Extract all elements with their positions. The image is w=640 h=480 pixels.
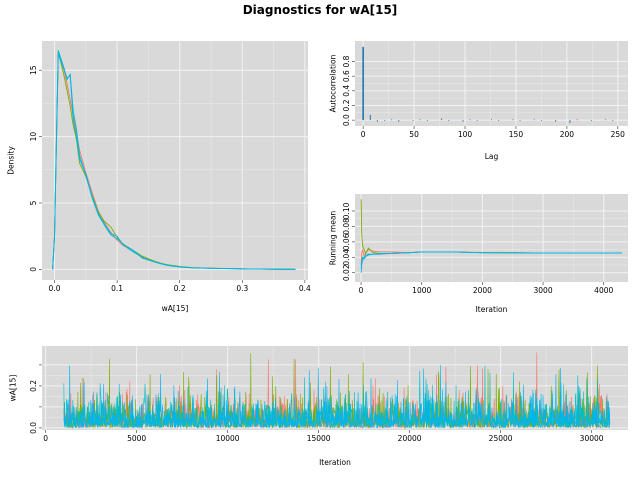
trace-panel: 0 5000 10000 15000 20000 25000 30000 0.0 0.2 Iter… — [9, 346, 628, 467]
x-axis-title: Iteration — [476, 305, 508, 314]
y-tick-label: 15 — [29, 65, 38, 75]
x-axis-title: wA[15] — [162, 304, 189, 313]
y-tick-label: 0.4 — [342, 85, 351, 97]
x-tick-label: 10000 — [216, 434, 240, 443]
x-tick-label: 0.1 — [111, 284, 123, 293]
figure-title: Diagnostics for wA[15] — [243, 3, 398, 17]
plot-area — [360, 199, 622, 273]
y-tick-label: 0.10 — [342, 202, 351, 219]
y-tick-label: 0.02 — [342, 264, 351, 281]
x-tick-label: 5000 — [127, 434, 146, 443]
x-tick-label: 100 — [458, 130, 473, 139]
y-tick-label: 0.06 — [342, 233, 351, 250]
x-tick-label: 1000 — [412, 286, 431, 295]
autocorrelation-panel: 0 50 100 150 200 250 0.0 0.2 0.4 0.6 0.8 Lag Autocor… — [329, 41, 628, 161]
running-mean-panel: 0 1000 2000 3000 4000 0.020.040.060.080.10 Ite… — [329, 194, 628, 314]
x-tick-label: 0.4 — [299, 284, 311, 293]
x-tick-label: 2000 — [473, 286, 492, 295]
plot-area — [362, 46, 614, 124]
plot-background — [355, 194, 628, 282]
running-mean-line-chain-4 — [360, 251, 622, 269]
y-axis-title: wA[15] — [9, 375, 18, 402]
x-tick-label: 15000 — [307, 434, 331, 443]
y-axis-title: Running mean — [329, 211, 338, 266]
y-tick-label: 10 — [29, 132, 38, 142]
y-tick-label: 0.08 — [342, 218, 351, 235]
plot-area — [63, 352, 611, 430]
y-tick-label: 0.6 — [342, 70, 351, 82]
y-tick-label: 0 — [29, 267, 38, 272]
y-axis-title: Density — [7, 146, 16, 175]
y-tick-label: 0.8 — [342, 55, 351, 67]
x-tick-label: 50 — [409, 130, 419, 139]
x-tick-label: 0 — [43, 434, 48, 443]
x-tick-label: 4000 — [594, 286, 613, 295]
x-tick-label: 0.3 — [236, 284, 248, 293]
x-tick-label: 250 — [611, 130, 626, 139]
y-tick-label: 0.0 — [342, 114, 351, 126]
density-panel: 0.0 0.1 0.2 0.3 0.4 0 5 10 15 wA[15] Density — [7, 41, 311, 313]
y-tick-label: 0.2 — [342, 99, 351, 111]
y-tick-label: 0.04 — [342, 249, 351, 266]
y-tick-label: 5 — [29, 200, 38, 205]
plot-area — [52, 50, 296, 270]
x-tick-label: 200 — [560, 130, 575, 139]
x-axis-title: Iteration — [319, 458, 351, 467]
x-tick-label: 30000 — [580, 434, 604, 443]
x-axis-title: Lag — [485, 152, 499, 161]
y-tick-label: 0.0 — [29, 422, 38, 434]
x-tick-label: 0.2 — [174, 284, 186, 293]
density-line-chain-4 — [52, 52, 296, 270]
plot-background — [42, 41, 308, 280]
y-axis-title: Autocorrelation — [329, 54, 338, 112]
x-tick-label: 0.0 — [49, 284, 61, 293]
x-tick-label: 150 — [509, 130, 524, 139]
x-tick-label: 0 — [361, 130, 366, 139]
x-tick-label: 25000 — [489, 434, 513, 443]
x-tick-label: 3000 — [534, 286, 553, 295]
x-tick-label: 20000 — [398, 434, 422, 443]
y-tick-label: 0.2 — [29, 380, 38, 392]
x-tick-label: 0 — [359, 286, 364, 295]
trace-line-chain-4 — [63, 365, 611, 429]
